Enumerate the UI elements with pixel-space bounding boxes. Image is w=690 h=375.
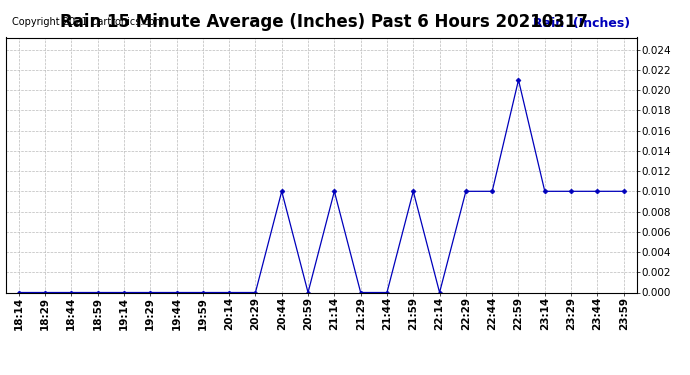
Rain  (Inches) <box>67 290 75 295</box>
Text: Rain  (Inches): Rain (Inches) <box>533 17 631 30</box>
Rain  (Inches) <box>251 290 259 295</box>
Rain  (Inches) <box>199 290 207 295</box>
Rain  (Inches) <box>462 189 470 194</box>
Line: Rain  (Inches): Rain (Inches) <box>17 78 625 294</box>
Rain  (Inches) <box>225 290 233 295</box>
Rain  (Inches) <box>620 189 628 194</box>
Text: Copyright 2021 Cartronics.com: Copyright 2021 Cartronics.com <box>12 17 164 27</box>
Rain  (Inches) <box>277 189 286 194</box>
Rain  (Inches) <box>541 189 549 194</box>
Rain  (Inches) <box>514 78 522 82</box>
Rain  (Inches) <box>41 290 49 295</box>
Rain  (Inches) <box>567 189 575 194</box>
Rain  (Inches) <box>357 290 365 295</box>
Rain  (Inches) <box>146 290 155 295</box>
Rain  (Inches) <box>14 290 23 295</box>
Rain  (Inches) <box>409 189 417 194</box>
Rain  (Inches) <box>93 290 101 295</box>
Rain  (Inches) <box>304 290 312 295</box>
Rain  (Inches) <box>172 290 181 295</box>
Rain  (Inches) <box>383 290 391 295</box>
Rain  (Inches) <box>331 189 339 194</box>
Rain  (Inches) <box>435 290 444 295</box>
Rain  (Inches) <box>593 189 602 194</box>
Text: Rain 15 Minute Average (Inches) Past 6 Hours 20210317: Rain 15 Minute Average (Inches) Past 6 H… <box>60 13 589 31</box>
Rain  (Inches) <box>120 290 128 295</box>
Rain  (Inches) <box>488 189 496 194</box>
